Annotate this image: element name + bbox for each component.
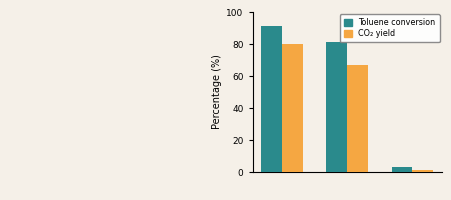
Bar xyxy=(327,42,347,172)
Bar xyxy=(347,65,368,172)
Bar xyxy=(282,44,303,172)
Bar xyxy=(261,26,282,172)
Legend: Toluene conversion, CO₂ yield: Toluene conversion, CO₂ yield xyxy=(340,14,440,42)
Y-axis label: Percentage (%): Percentage (%) xyxy=(212,55,222,129)
Bar xyxy=(391,167,413,172)
Bar xyxy=(413,170,433,172)
